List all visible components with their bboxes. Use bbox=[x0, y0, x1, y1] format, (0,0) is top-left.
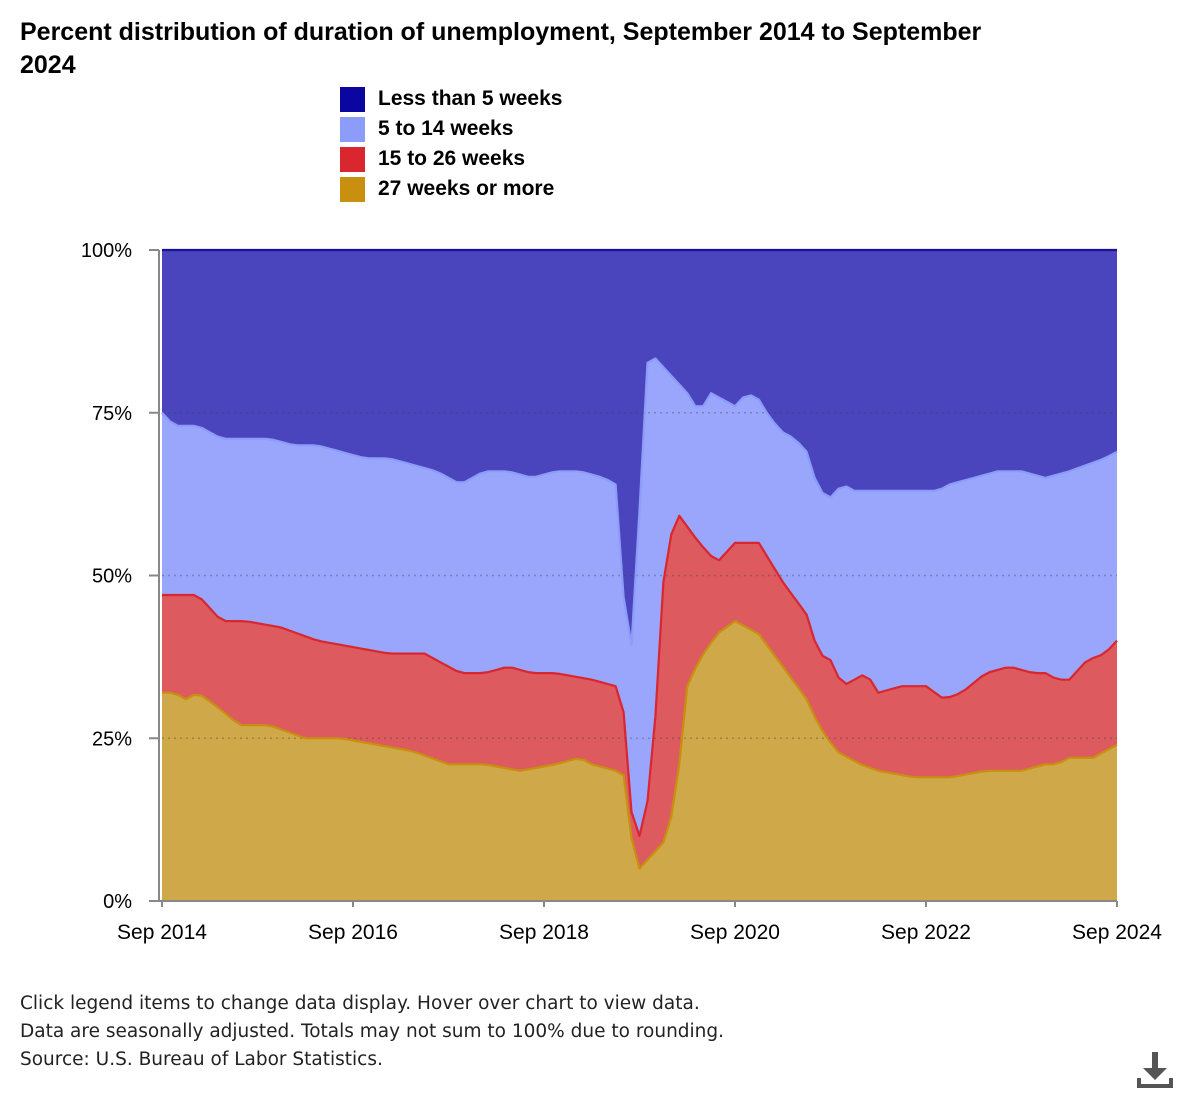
x-tick-label: Sep 2014 bbox=[117, 921, 207, 944]
y-tick-label: 75% bbox=[92, 403, 132, 425]
y-tick-label: 50% bbox=[92, 566, 132, 588]
legend-swatch bbox=[340, 116, 365, 142]
note-source: Source: U.S. Bureau of Labor Statistics. bbox=[20, 1049, 383, 1070]
note-interaction: Click legend items to change data displa… bbox=[20, 993, 700, 1014]
legend-item-less-than-5-weeks[interactable]: Less than 5 weeks bbox=[340, 84, 562, 114]
y-tick-label: 25% bbox=[92, 728, 132, 750]
area-series-3 bbox=[162, 250, 1117, 645]
legend-label: Less than 5 weeks bbox=[378, 87, 563, 110]
legend-item-5-to-14-weeks[interactable]: 5 to 14 weeks bbox=[340, 114, 562, 144]
legend-label: 27 weeks or more bbox=[378, 177, 555, 200]
y-tick-label: 100% bbox=[81, 240, 132, 262]
chart-title: Percent distribution of duration of unem… bbox=[20, 18, 982, 79]
x-tick-label: Sep 2022 bbox=[881, 921, 971, 944]
legend-label: 5 to 14 weeks bbox=[378, 117, 514, 140]
legend-label: 15 to 26 weeks bbox=[378, 147, 526, 170]
chart-notes: Click legend items to change data displa… bbox=[20, 990, 724, 1074]
download-icon[interactable] bbox=[1133, 1050, 1175, 1092]
area-series-2 bbox=[162, 358, 1117, 836]
stacked-area-chart[interactable]: 0% 25% 50% 75% 100% Sep 2014 Sep 2016 Sep 2018 S… bbox=[0, 225, 1200, 965]
legend-swatch bbox=[340, 146, 365, 172]
legend-item-15-to-26-weeks[interactable]: 15 to 26 weeks bbox=[340, 144, 562, 174]
area-series-0 bbox=[162, 621, 1117, 901]
x-tick-label: Sep 2018 bbox=[499, 921, 589, 944]
line-series-1 bbox=[162, 514, 1118, 837]
area-series-1 bbox=[162, 515, 1117, 869]
legend-swatch bbox=[340, 86, 365, 112]
note-seasonal: Data are seasonally adjusted. Totals may… bbox=[20, 1021, 725, 1042]
x-tick-label: Sep 2020 bbox=[690, 921, 780, 944]
x-tick-label: Sep 2024 bbox=[1072, 921, 1162, 944]
chart-legend: Less than 5 weeks 5 to 14 weeks 15 to 26… bbox=[340, 84, 562, 204]
line-series-2 bbox=[161, 357, 1118, 646]
legend-item-27-weeks-or-more[interactable]: 27 weeks or more bbox=[340, 174, 562, 204]
y-tick-label: 0% bbox=[103, 891, 132, 913]
legend-swatch bbox=[340, 176, 365, 202]
x-tick-label: Sep 2016 bbox=[308, 921, 398, 944]
line-series-0 bbox=[162, 620, 1118, 870]
